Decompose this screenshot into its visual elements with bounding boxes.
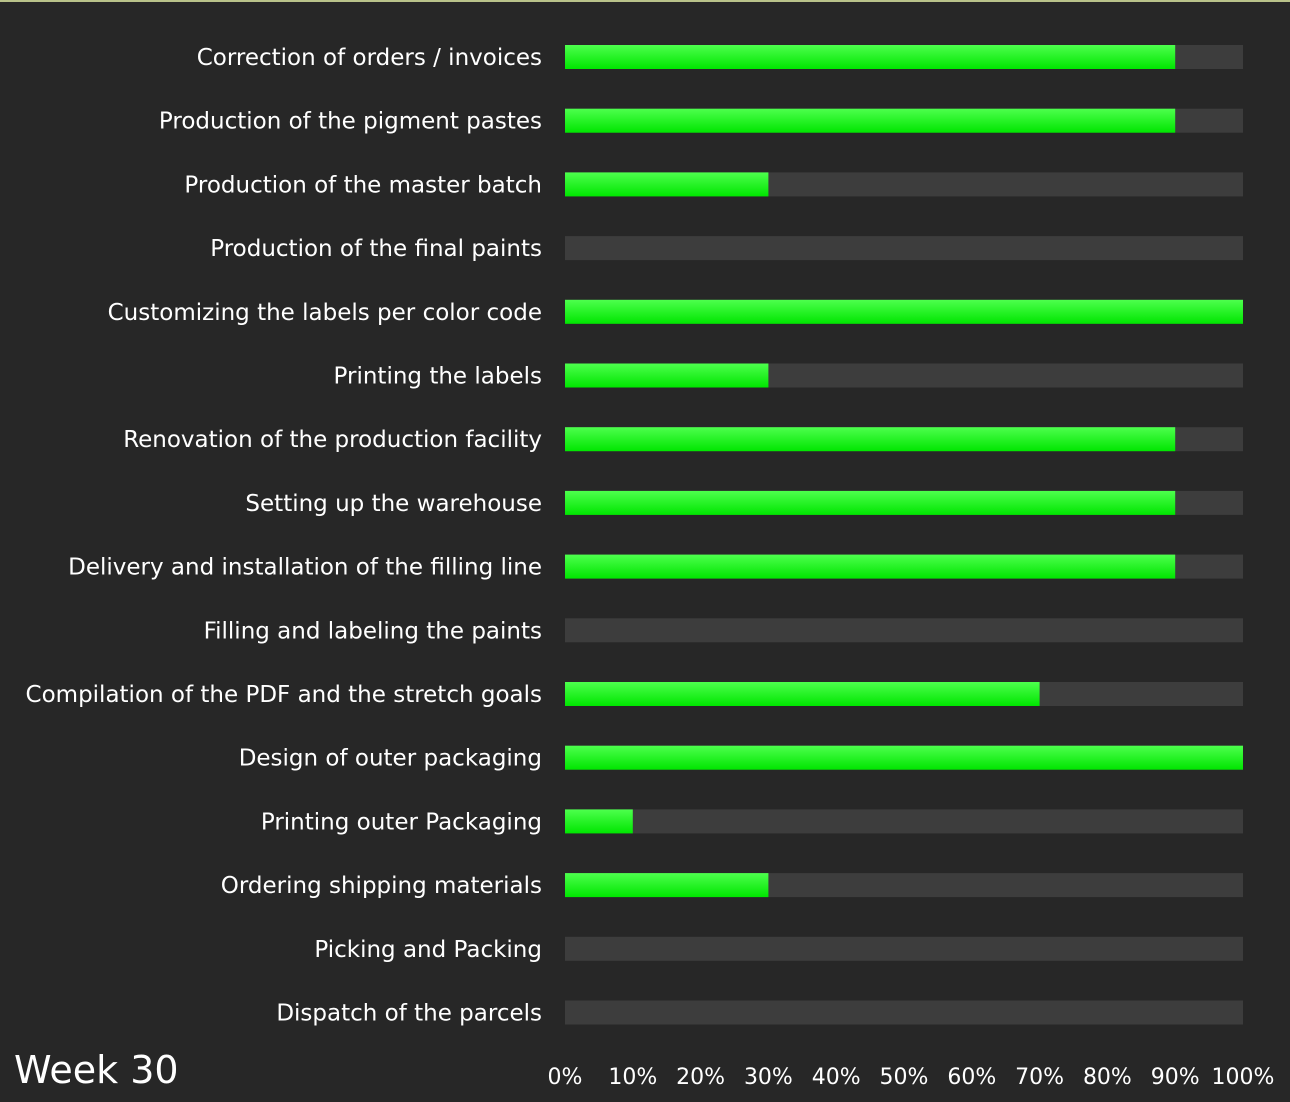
progress-bar — [565, 682, 1040, 706]
x-tick-label: 90% — [1151, 1065, 1200, 1090]
bar-track — [565, 618, 1243, 643]
category-label: Picking and Packing — [314, 937, 542, 963]
progress-bar — [565, 45, 1176, 69]
category-label: Design of outer packaging — [239, 746, 542, 772]
top-rule — [0, 0, 1290, 2]
category-label: Production of the master batch — [184, 172, 542, 198]
x-tick-label: 10% — [608, 1065, 657, 1090]
week-label: Week 30 — [14, 1048, 179, 1092]
category-label: Compilation of the PDF and the stretch g… — [26, 682, 542, 708]
progress-bar — [565, 745, 1243, 770]
category-label: Renovation of the production facility — [123, 427, 542, 453]
category-label: Dispatch of the parcels — [276, 1001, 542, 1027]
x-tick-label: 0% — [548, 1065, 583, 1090]
progress-bar — [565, 873, 769, 898]
category-label: Customizing the labels per color code — [108, 300, 542, 326]
bar-track — [565, 1000, 1243, 1025]
x-tick-label: 60% — [947, 1065, 996, 1090]
bar-rows: Correction of orders / invoices Productio… — [26, 45, 1243, 1027]
category-label: Setting up the warehouse — [245, 491, 542, 517]
category-label: Ordering shipping materials — [221, 873, 542, 899]
progress-bar — [565, 108, 1176, 133]
x-tick-label: 20% — [676, 1065, 725, 1090]
bar-track — [565, 236, 1243, 261]
x-tick-label: 30% — [744, 1065, 793, 1090]
category-label: Printing the labels — [334, 364, 542, 390]
x-tick-label: 100% — [1212, 1065, 1275, 1090]
x-tick-label: 40% — [812, 1065, 861, 1090]
bar-track — [565, 936, 1243, 961]
category-label: Correction of orders / invoices — [197, 45, 542, 71]
bar-track — [565, 809, 1243, 834]
progress-bar — [565, 427, 1176, 452]
x-tick-label: 50% — [880, 1065, 929, 1090]
x-axis-ticks: 0% 10% 20% 30% 40% 50% 60% 70% 80% 90% 100% — [548, 1065, 1275, 1090]
category-label: Filling and labeling the paints — [204, 618, 542, 644]
progress-bar — [565, 554, 1176, 579]
progress-bar — [565, 490, 1176, 515]
category-label: Production of the final paints — [210, 236, 542, 262]
progress-bar — [565, 809, 633, 834]
x-tick-label: 80% — [1083, 1065, 1132, 1090]
category-label: Production of the pigment pastes — [159, 109, 542, 135]
progress-bar — [565, 299, 1243, 324]
category-label: Delivery and installation of the filling… — [68, 555, 542, 581]
progress-bar — [565, 363, 769, 388]
x-tick-label: 70% — [1015, 1065, 1064, 1090]
progress-bar — [565, 172, 769, 197]
category-label: Printing outer Packaging — [261, 809, 542, 835]
